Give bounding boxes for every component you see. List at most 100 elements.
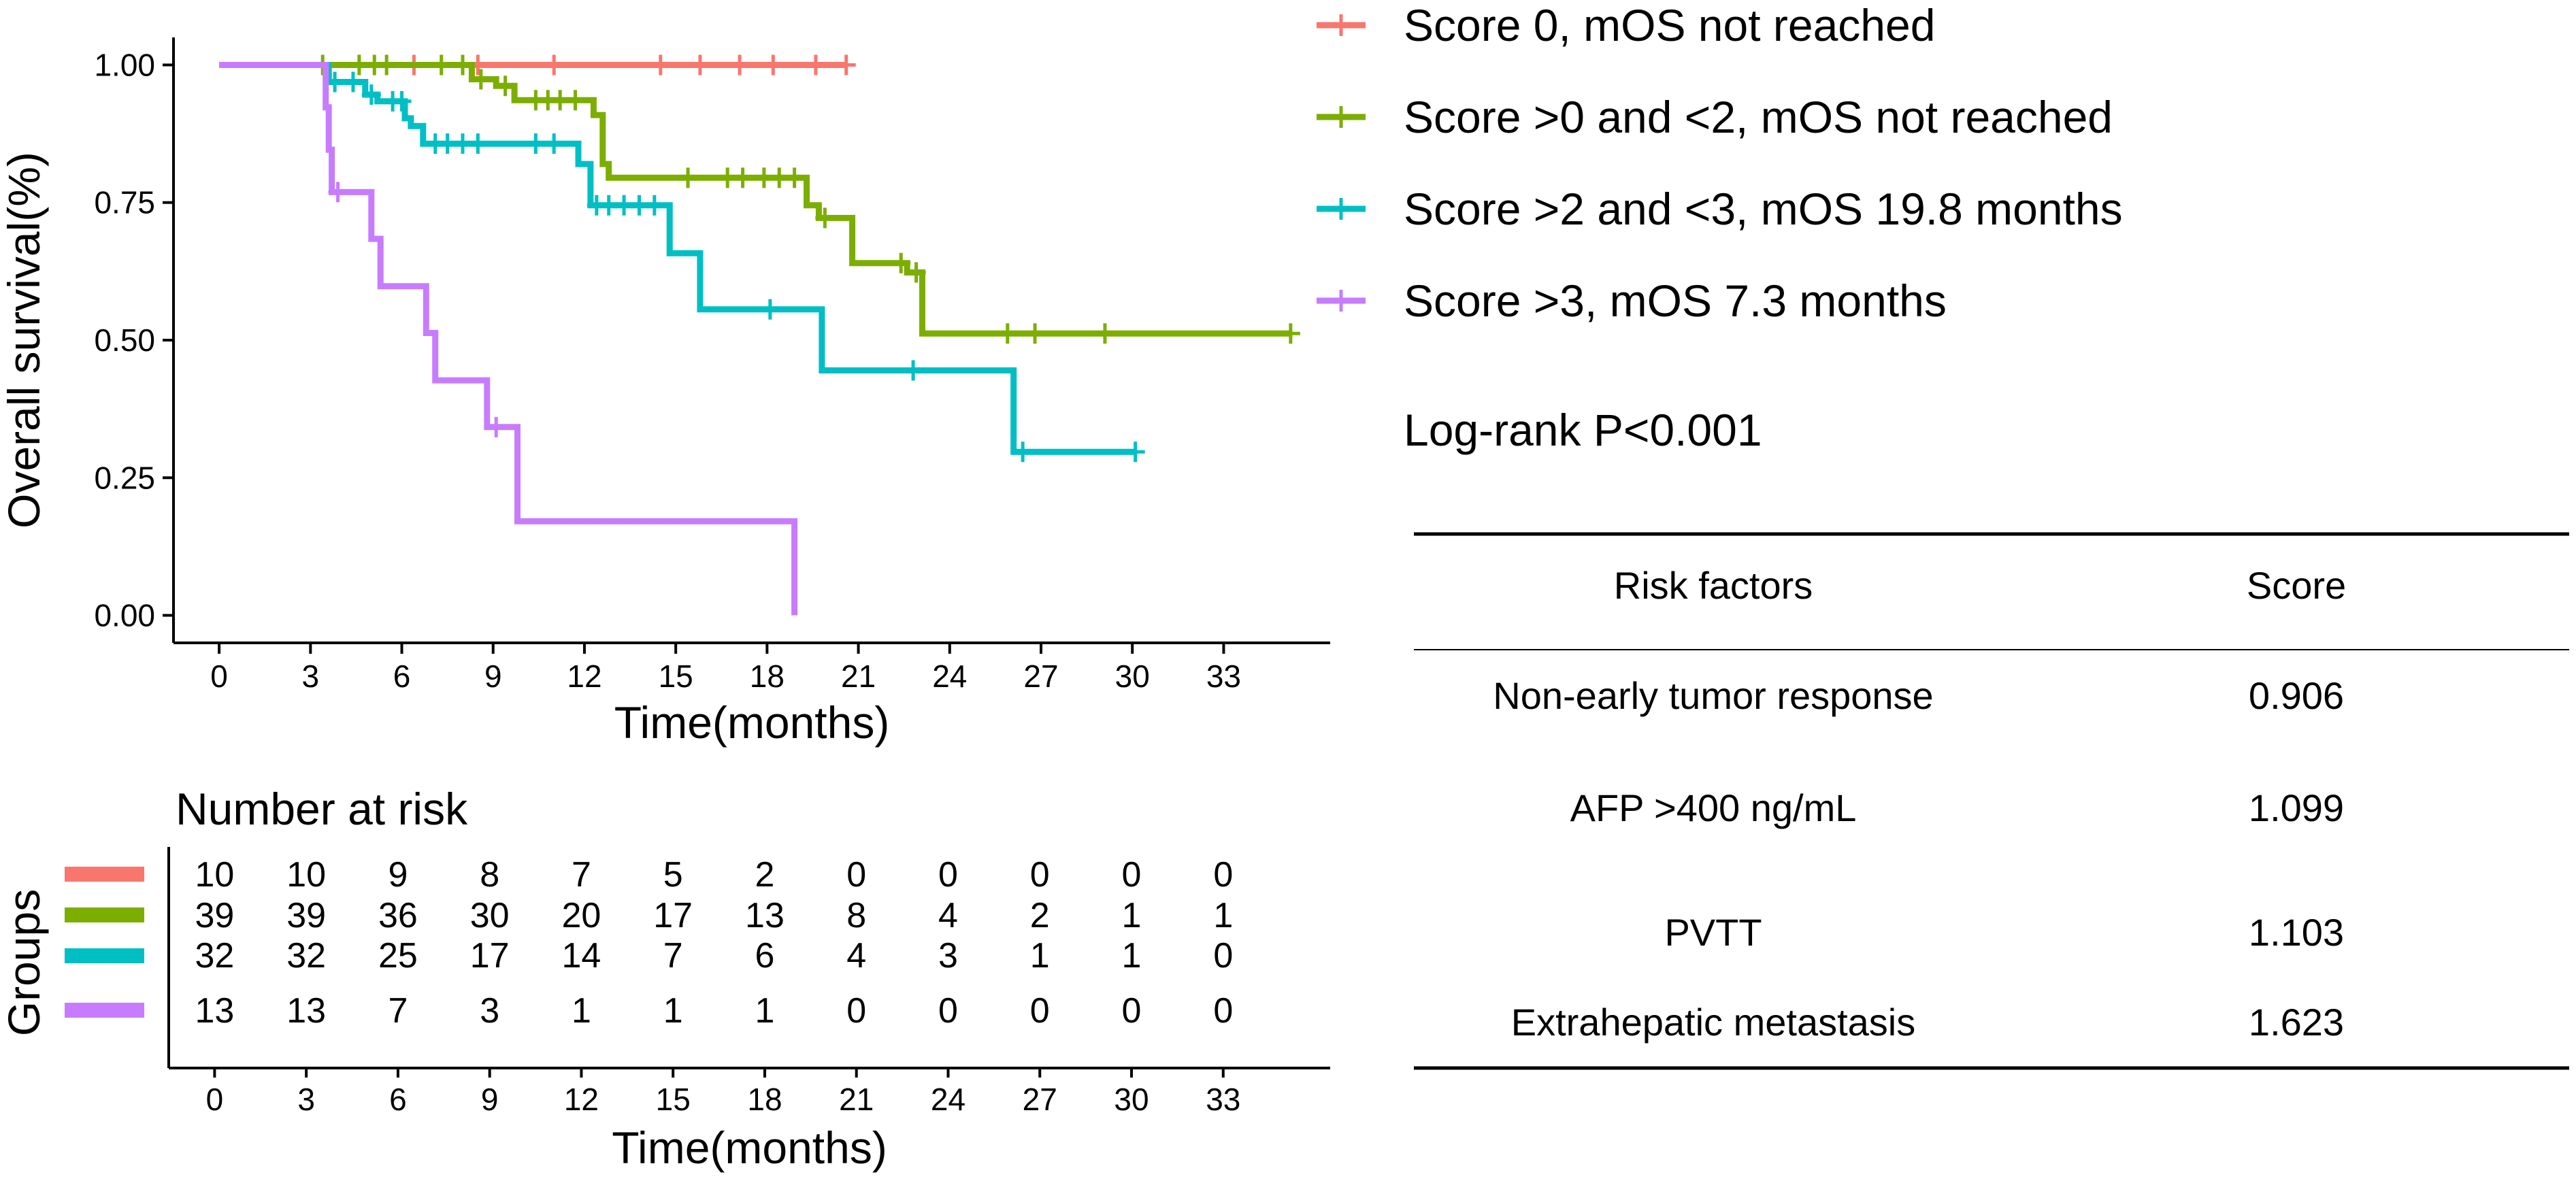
x-tick-label: 18 — [750, 659, 785, 694]
series-3-censor-mark — [1013, 441, 1033, 463]
score-table-score: 1.103 — [2249, 911, 2344, 954]
series-3-censor-mark — [343, 71, 363, 93]
x-tick-label: 15 — [659, 659, 693, 694]
series-3-censor-mark — [526, 133, 546, 154]
series-1-censor-mark — [650, 54, 670, 76]
risk-cell: 0 — [938, 991, 958, 1031]
risk-cell: 0 — [1213, 936, 1233, 976]
risk-cell: 6 — [755, 936, 774, 976]
risk-cell: 36 — [378, 896, 418, 935]
series-2-censor-mark — [377, 54, 397, 76]
x-tick-label: 24 — [932, 659, 967, 694]
risk-cell: 13 — [195, 991, 234, 1031]
score-table-factor: Non-early tumor response — [1493, 674, 1933, 717]
risk-x-tick-label: 12 — [564, 1082, 599, 1117]
risk-x-tick-label: 27 — [1023, 1082, 1057, 1117]
y-tick-label: 0.75 — [94, 185, 155, 220]
risk-cell: 1 — [1030, 936, 1050, 976]
score-table-score: 1.623 — [2249, 1001, 2344, 1044]
risk-cell: 1 — [1122, 896, 1142, 935]
risk-table-x-axis-title: Time(months) — [612, 1122, 887, 1173]
risk-cell: 4 — [846, 936, 866, 976]
risk-x-tick-label: 9 — [481, 1082, 499, 1117]
series-2-censor-mark — [495, 76, 515, 97]
risk-cell: 1 — [755, 991, 774, 1031]
series-3-censor-mark — [392, 90, 412, 112]
score-table-factor: AFP >400 ng/mL — [1570, 786, 1857, 829]
legend-label: Score >2 and <3, mOS 19.8 months — [1404, 184, 2123, 234]
series-2-censor-mark — [733, 167, 753, 188]
x-tick-label: 0 — [210, 659, 228, 694]
series-3-censor-mark — [468, 133, 488, 154]
series-1-censor-mark — [690, 54, 710, 76]
x-tick-label: 21 — [841, 659, 876, 694]
risk-cell: 2 — [1030, 896, 1050, 935]
y-tick-label: 0.00 — [94, 598, 155, 633]
risk-cell: 0 — [1122, 991, 1142, 1031]
risk-cell: 10 — [286, 855, 326, 895]
risk-cell: 8 — [846, 896, 866, 935]
series-4-censor-mark — [486, 416, 506, 437]
series-1-censor-mark — [806, 54, 825, 76]
x-tick-label: 30 — [1115, 659, 1150, 694]
risk-cell: 32 — [286, 936, 326, 976]
log-rank-annotation: Log-rank P<0.001 — [1404, 405, 1762, 455]
km-axes: 0 3 6 9 12 15 18 21 24 27 30 33 0.00 0.25 0.50 0.75 1.00 — [94, 37, 1330, 694]
score-table-header-score: Score — [2247, 564, 2346, 607]
risk-cell: 9 — [388, 855, 408, 895]
series-3-censor-mark — [760, 299, 780, 320]
series-2-censor-mark — [997, 323, 1017, 344]
legend-item: Score 0, mOS not reached — [1317, 0, 1935, 50]
x-tick-label: 27 — [1023, 659, 1058, 694]
series-2-censor-mark — [785, 167, 804, 188]
series-1-censor-mark — [544, 54, 564, 76]
legend: Score 0, mOS not reached Score >0 and <2,… — [1317, 0, 2123, 326]
risk-cell: 39 — [195, 896, 234, 935]
risk-cell: 32 — [195, 936, 234, 976]
series-1-censor-mark — [836, 54, 856, 76]
risk-cell: 0 — [846, 991, 866, 1031]
risk-table: 10 10 9 8 7 5 2 0 0 0 0 039 39 36 30 20 17 13 8 4 2 1 132 32 25 1… — [65, 847, 1330, 1117]
risk-cell: 0 — [1213, 991, 1233, 1031]
risk-cell: 1 — [1122, 936, 1142, 976]
risk-cell: 0 — [1030, 991, 1050, 1031]
x-axis-title: Time(months) — [614, 697, 890, 748]
risk-cell: 1 — [572, 991, 591, 1031]
x-tick-label: 12 — [567, 659, 601, 694]
series-2-censor-mark — [1281, 323, 1300, 344]
legend-item: Score >3, mOS 7.3 months — [1317, 276, 1947, 326]
series-4-line — [219, 62, 798, 616]
risk-cell: 10 — [195, 855, 234, 895]
risk-cell: 17 — [470, 936, 510, 976]
risk-x-tick-label: 21 — [839, 1082, 874, 1117]
legend-label: Score >0 and <2, mOS not reached — [1404, 92, 2113, 142]
risk-cell: 7 — [572, 855, 591, 895]
risk-cell: 20 — [562, 896, 601, 935]
y-axis-title: Overall survival(%) — [0, 152, 49, 529]
series-3-censor-mark — [1125, 441, 1145, 463]
series-2-censor-mark — [815, 207, 835, 229]
risk-cell: 5 — [663, 855, 683, 895]
score-table: Risk factors Score Non-early tumor respons… — [1414, 532, 2569, 1070]
series-2-censor-mark — [891, 252, 911, 273]
risk-cell: 0 — [1122, 855, 1142, 895]
series-3-line — [219, 62, 1136, 455]
series-2-censor-mark — [906, 262, 926, 283]
risk-table-groups-label: Groups — [0, 889, 49, 1036]
series-3-censor-mark — [904, 360, 923, 381]
risk-cell: 7 — [388, 991, 408, 1031]
risk-x-tick-label: 6 — [389, 1082, 407, 1117]
risk-x-tick-label: 18 — [747, 1082, 782, 1117]
series-2-censor-mark — [453, 54, 472, 76]
risk-table-title: Number at risk — [176, 784, 468, 834]
y-tick-label: 1.00 — [94, 47, 155, 82]
risk-cell: 4 — [938, 896, 958, 935]
risk-cell: 0 — [846, 855, 866, 895]
y-tick-label: 0.25 — [94, 460, 155, 495]
risk-x-tick-label: 30 — [1114, 1082, 1149, 1117]
risk-cell: 3 — [938, 936, 958, 976]
series-2-censor-mark — [565, 90, 585, 111]
risk-cell: 13 — [286, 991, 326, 1031]
km-series — [219, 54, 1300, 616]
series-4-censor-mark — [328, 182, 348, 203]
